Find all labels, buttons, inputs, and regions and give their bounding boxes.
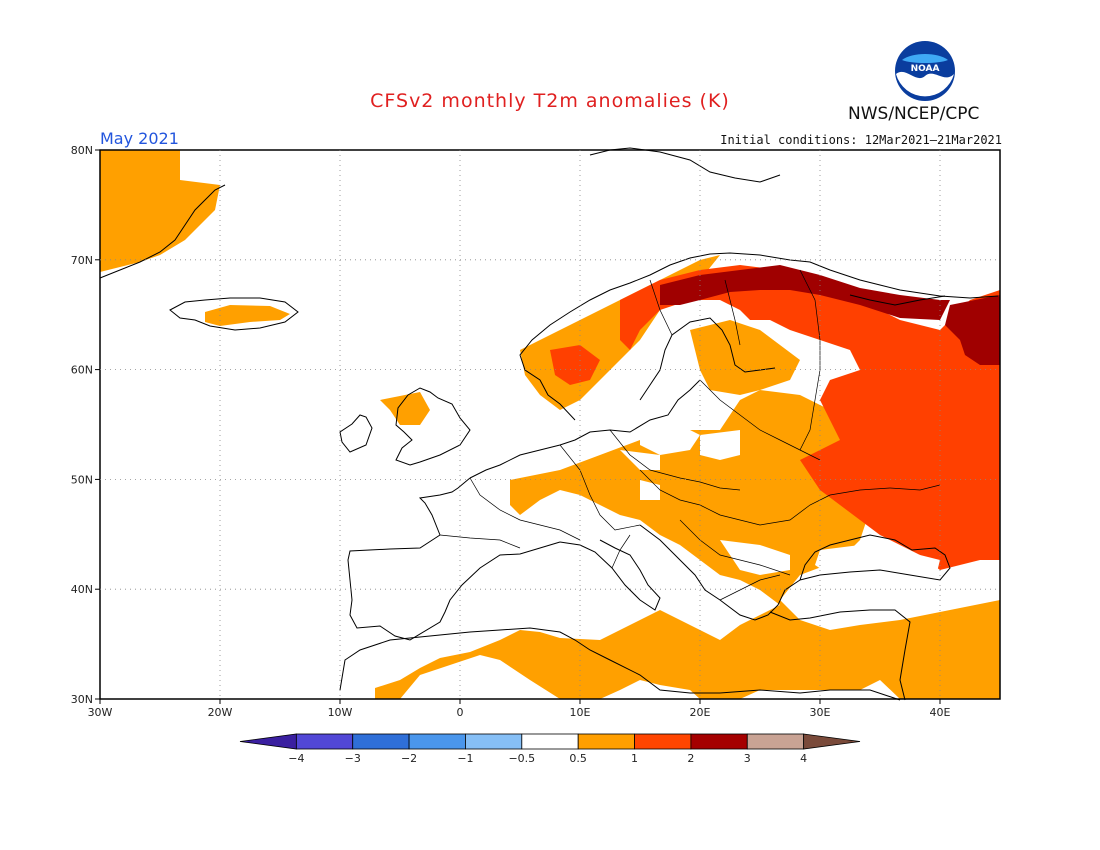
lon-tick-label: 10E [570, 706, 591, 719]
colorbar-label: 3 [744, 752, 751, 765]
agency-label: NWS/NCEP/CPC [848, 104, 980, 124]
colorbar-bin [690, 733, 748, 750]
novaya-zemlya-coast [849, 294, 946, 306]
lat-tick-label: 80N [71, 144, 93, 157]
anomaly-region [945, 295, 1000, 365]
lon-tick-label: 10W [328, 706, 353, 719]
black-sea [799, 534, 951, 581]
colorbar-arrow-high [803, 733, 861, 750]
mediterranean-north [559, 539, 661, 611]
colorbar-label: −3 [345, 752, 361, 765]
anomaly-region [380, 392, 430, 425]
colorbar-label: −2 [401, 752, 417, 765]
lon-tick-label: 0 [457, 706, 464, 719]
noaa-logo-text: NOAA [911, 64, 940, 74]
lat-tick-label: 40N [71, 583, 93, 596]
forecast-month: May 2021 [100, 129, 179, 148]
map-title: CFSv2 monthly T2m anomalies (K) [370, 90, 730, 112]
iberia-coast [347, 534, 561, 641]
lat-tick-label: 30N [71, 693, 93, 706]
lon-tick-label: 30E [810, 706, 831, 719]
colorbar-arrow-low [239, 733, 297, 750]
svalbard-coast [589, 147, 781, 183]
anomaly-region [205, 305, 290, 326]
turkey-levant-coast [769, 609, 911, 701]
colorbar-label: −4 [288, 752, 304, 765]
graticule [100, 150, 1000, 699]
colorbar-label: 1 [631, 752, 638, 765]
colorbar: −4 −3 −2 −1 −0.5 0.5 1 2 3 4 [239, 733, 861, 765]
map-frame [99, 149, 1001, 700]
france-coast [418, 477, 471, 536]
colorbar-bin [521, 733, 579, 750]
anomaly-region [620, 265, 1000, 570]
lon-tick-label: 20E [690, 706, 711, 719]
anomaly-region [100, 150, 220, 272]
colorbar-label: 0.5 [569, 752, 587, 765]
britain-coast [395, 387, 471, 466]
neutral-area [555, 540, 610, 620]
colorbar-label: 2 [687, 752, 694, 765]
lat-tick-label: 50N [71, 473, 93, 486]
neutral-area [815, 545, 940, 580]
coastlines [99, 147, 999, 701]
benelux-baltic-coast [469, 379, 701, 479]
anomaly-region [550, 345, 600, 385]
colorbar-bin [295, 733, 354, 750]
greenland-coast [99, 184, 226, 279]
initial-conditions: Initial conditions: 12Mar2021–21Mar2021 [720, 133, 1002, 147]
colorbar-label: −0.5 [508, 752, 535, 765]
lat-tick-label: 60N [71, 364, 93, 377]
ireland-coast [339, 414, 373, 453]
colorbar-bin [408, 733, 466, 750]
colorbar-bin [465, 733, 523, 750]
neutral-area [720, 540, 790, 575]
lon-tick-label: 30W [88, 706, 113, 719]
colorbar-bin [577, 733, 635, 750]
map-axes: 30W 20W 10W 0 10E 20E 30E 40E 30N 40N 50N 60N 70N 80N [71, 144, 951, 719]
scandinavia-coast [519, 252, 999, 421]
neutral-area [700, 430, 740, 460]
neutral-area [640, 425, 700, 455]
colorbar-bin [352, 733, 410, 750]
mediterranean-south [339, 627, 901, 701]
balkan-coast [639, 524, 801, 621]
colorbar-bin [634, 733, 692, 750]
anomaly-region [690, 320, 800, 395]
lat-tick-label: 70N [71, 254, 93, 267]
colorbar-label: −1 [457, 752, 473, 765]
lon-tick-label: 40E [930, 706, 951, 719]
colorbar-label: 4 [800, 752, 807, 765]
colorbar-bin [746, 733, 805, 750]
anomaly-region [660, 265, 950, 320]
iceland-coast [169, 297, 299, 331]
anomaly-shading [100, 150, 1000, 699]
lon-tick-label: 20W [208, 706, 233, 719]
noaa-logo: NOAA [895, 41, 955, 101]
